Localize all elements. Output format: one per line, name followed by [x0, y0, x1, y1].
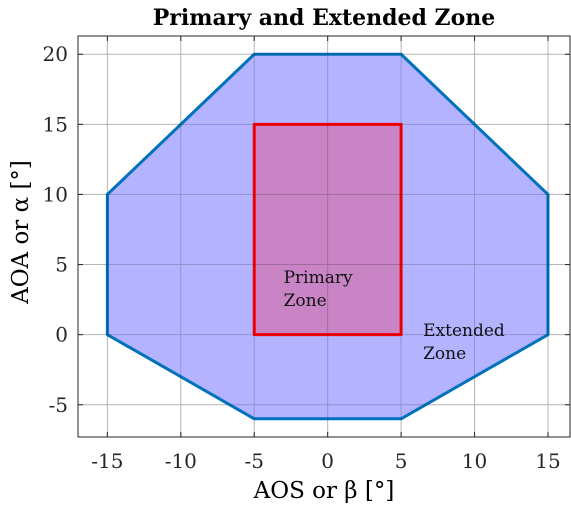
x-tick-label: 0 [321, 449, 334, 473]
primary-zone-label: Primary [284, 268, 353, 288]
primary-zone-outline [252, 122, 403, 337]
x-axis-label: AOS or β [°] [253, 478, 395, 504]
extended-zone-outline [105, 52, 550, 421]
y-axis-label: AOA or α [°] [8, 160, 34, 305]
zone-labels: Extended Zone Primary Zone [284, 268, 505, 364]
primary-zone-label: Zone [284, 291, 327, 311]
x-tick-label: -5 [244, 449, 263, 473]
x-tick-label: 5 [395, 449, 408, 473]
y-tick-label: 20 [43, 42, 68, 66]
x-tick-label: 15 [535, 449, 560, 473]
extended-zone-label: Zone [423, 344, 466, 364]
grid-overlay [78, 36, 570, 437]
y-tick-label: 0 [55, 323, 68, 347]
x-tick-label: 10 [462, 449, 487, 473]
y-tick-label: -5 [49, 393, 68, 417]
zone-polygons [78, 36, 570, 437]
extended-zone-label: Extended [423, 321, 505, 341]
chart-title: Primary and Extended Zone [153, 5, 496, 31]
y-tick-label: 15 [43, 112, 68, 136]
x-tick-label: -15 [91, 449, 123, 473]
y-tick-label: 10 [43, 182, 68, 206]
primary-zone-fill [254, 124, 402, 335]
axes-frame [77, 35, 571, 438]
x-tick-label: -10 [165, 449, 197, 473]
ticks: -15 -10 -5 0 5 10 15 -5 0 5 10 15 20 [43, 36, 570, 473]
y-tick-label: 5 [55, 253, 68, 277]
